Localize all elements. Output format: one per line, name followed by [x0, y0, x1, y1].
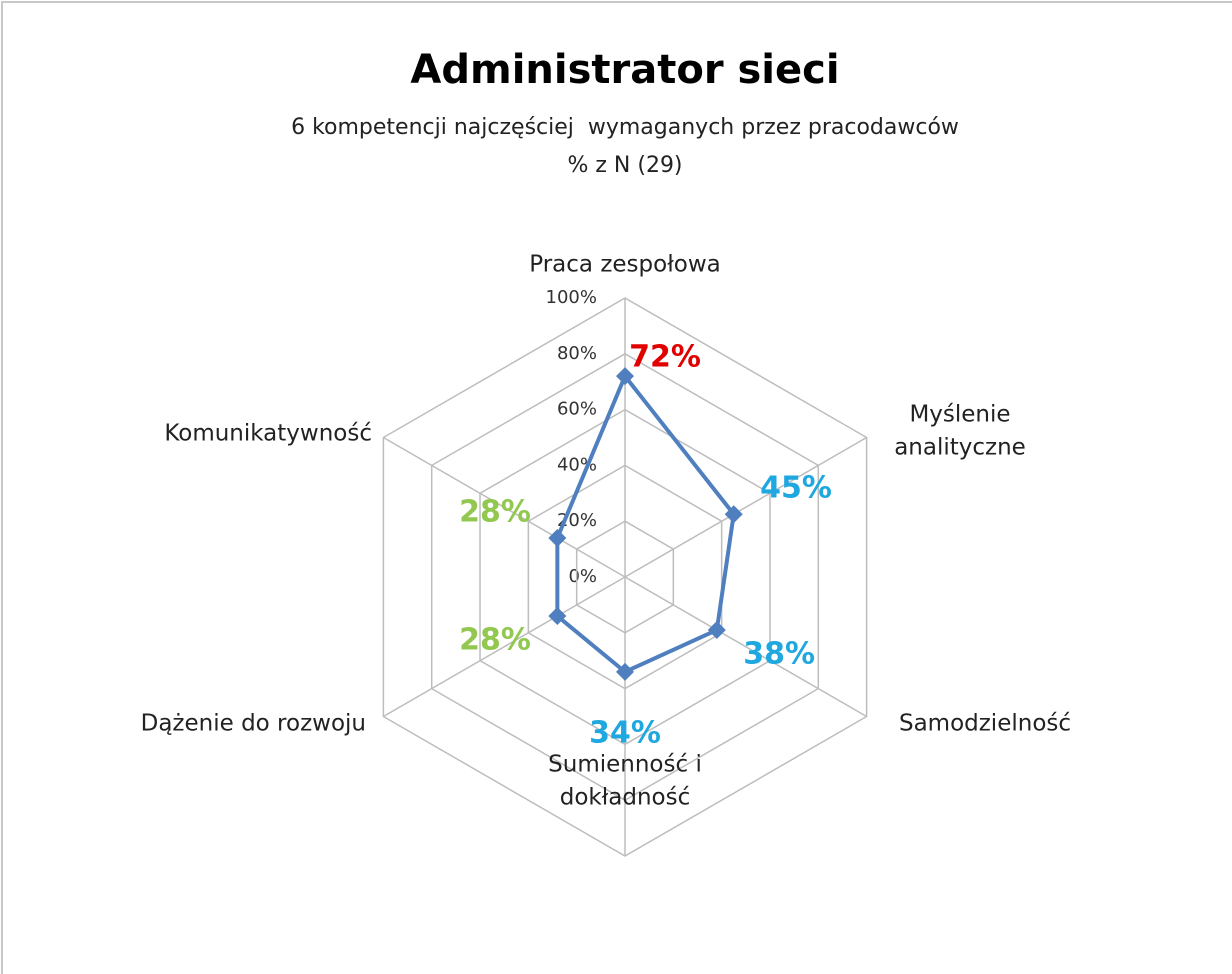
axis-line	[383, 576, 626, 718]
y-tick-label: 60%	[557, 399, 597, 420]
marker	[548, 528, 567, 547]
marker	[616, 662, 634, 681]
axis-line	[383, 436, 626, 578]
chart-title: Administrator sieci	[410, 47, 839, 93]
y-tick-label: 100%	[546, 287, 597, 308]
data-label: 45%	[760, 471, 832, 506]
category-label: Samodzielność	[898, 710, 1072, 737]
data-label: 28%	[459, 494, 531, 529]
data-label: 34%	[589, 715, 661, 750]
category-label: Dążenie do rozwoju	[140, 710, 366, 737]
data-label: 72%	[629, 340, 701, 375]
y-tick-label: 80%	[557, 343, 597, 364]
category-label: Praca zespołowa	[529, 251, 721, 278]
marker	[548, 607, 567, 626]
data-label: 38%	[743, 637, 815, 672]
chart-subtitle: 6 kompetencji najczęściej wymaganych prz…	[291, 115, 959, 140]
axis-line	[624, 436, 867, 578]
axis-line	[624, 576, 867, 718]
y-tick-label: 0%	[568, 566, 597, 587]
marker	[707, 621, 726, 640]
data-label: 28%	[459, 623, 531, 658]
category-label: Myślenie analityczne	[894, 401, 1026, 461]
category-label: Komunikatywność	[164, 420, 372, 447]
chart-note: % z N (29)	[567, 153, 682, 178]
category-label: Sumienność i dokładność	[548, 751, 702, 811]
marker	[724, 505, 743, 524]
marker	[616, 367, 634, 386]
